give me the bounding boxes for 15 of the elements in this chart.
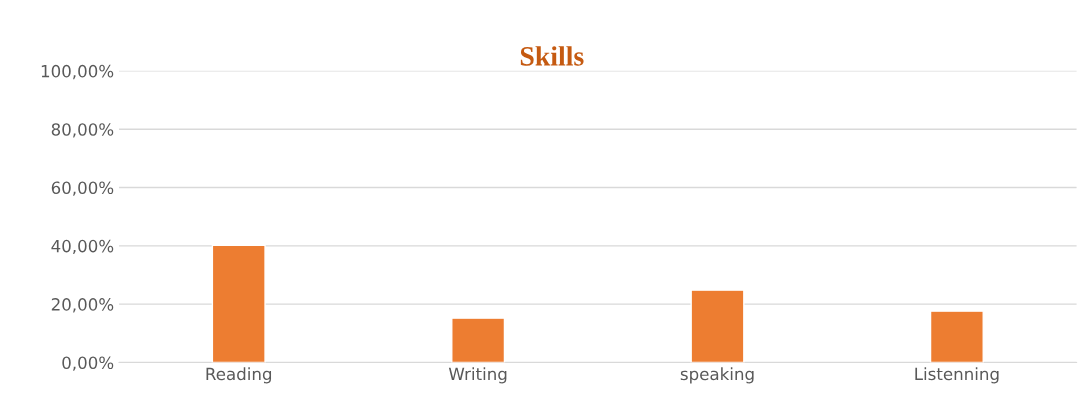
x-tick-label: Listenning (915, 367, 999, 384)
y-tick-label: 100,00% (41, 64, 114, 80)
x-tick-label: speaking (680, 367, 754, 384)
y-tick-label: 40,00% (51, 239, 114, 255)
chart-title: Skills (520, 46, 584, 66)
x-tick-label: Writing (448, 367, 507, 384)
y-tick-label: 60,00% (51, 181, 114, 196)
x-tick-label: Reading (206, 367, 272, 384)
y-tick-label: 80,00% (51, 123, 114, 138)
bar (451, 317, 506, 363)
bar (929, 310, 984, 363)
y-tick-label: 20,00% (51, 298, 114, 313)
bar (690, 289, 745, 363)
bar (211, 244, 266, 363)
y-tick-label: 0,00% (62, 356, 114, 371)
